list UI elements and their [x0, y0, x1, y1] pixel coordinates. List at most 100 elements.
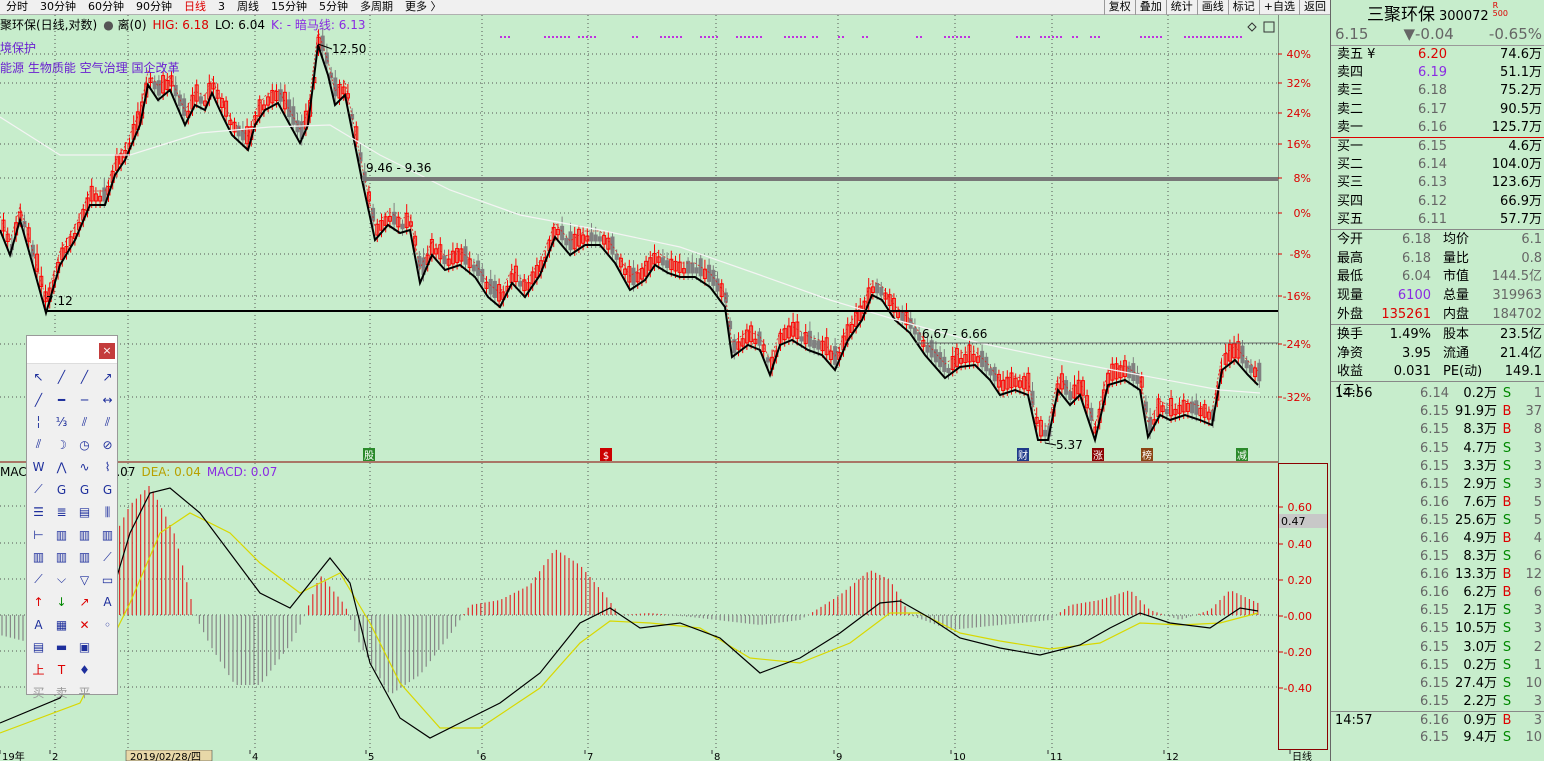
fan-icon[interactable]: ⟋	[34, 482, 43, 497]
trade-flat-button[interactable]: 平	[78, 685, 91, 700]
hray-icon[interactable]: ─	[80, 392, 89, 407]
period-tab[interactable]: 更多 〉	[405, 0, 442, 13]
diamond-mark-icon[interactable]: ♦	[79, 662, 90, 677]
tick-list[interactable]: 14:56 6.14 0.2万 S 1 6.15 91.9万 B 37 6.15 8.3万 B 8 6.1…	[1331, 381, 1544, 747]
signal-dot	[1200, 36, 1202, 38]
trade-buy-button[interactable]: 买	[32, 685, 45, 700]
triangle-icon[interactable]: ▽	[79, 572, 90, 587]
g-icon[interactable]: G	[102, 482, 113, 497]
up-mark-icon[interactable]: 上	[32, 663, 45, 678]
event-marker[interactable]: $	[600, 448, 612, 462]
period-tab[interactable]: 日线	[184, 0, 206, 13]
up-arrow-icon[interactable]: ↑	[33, 595, 44, 610]
macd-chart[interactable]	[0, 463, 1278, 750]
price-channel-icon[interactable]: ⫽	[35, 437, 42, 452]
text-icon[interactable]: A	[103, 595, 112, 610]
price-change: ▼-0.04	[1403, 24, 1454, 43]
segment-icon[interactable]: ╱	[34, 392, 43, 407]
period-tab[interactable]: 90分钟	[136, 0, 172, 13]
fib-ext-icon[interactable]: ≣	[56, 505, 67, 520]
range-icon[interactable]: ⊢	[33, 527, 44, 542]
tool-button[interactable]: 叠加	[1134, 0, 1166, 15]
box-icon[interactable]: ▦	[55, 617, 68, 632]
macd-svg[interactable]	[0, 463, 1278, 750]
event-marker[interactable]: 涨	[1092, 448, 1104, 462]
candle-body	[1017, 380, 1022, 388]
arrow-line-icon[interactable]: ↗	[102, 370, 113, 385]
slant-arrow-icon[interactable]: ↗	[79, 595, 90, 610]
candle-body	[161, 75, 166, 94]
tick-count: 3	[1533, 458, 1542, 474]
chevron-icon[interactable]: ⌵	[56, 572, 67, 587]
tool-button[interactable]: 标记	[1227, 0, 1259, 15]
concept-line-2[interactable]: 能源 生物质能 空气治理 国企改革	[0, 61, 180, 75]
tool-button[interactable]: 统计	[1165, 0, 1197, 15]
tool-button[interactable]: 复权	[1103, 0, 1135, 15]
drawing-toolbox[interactable]: × ↖ ╱ ╱ ↗ ╱ ━ ─ ↔ ╎ ⅓ ⫽ ⫽ ⫽ ☽ ◷ ⊘ W ⋀ ∿ ⌇ ⟋ G G G ☰ ≣ ▤ ⫼ ⊢ ▥ ▥ ▥ ▥ ▥ ▥ ⟋ ⟋ ⌵…	[26, 335, 118, 700]
cycle-icon[interactable]: ⌇	[104, 460, 111, 475]
gp-icon[interactable]: G	[56, 482, 67, 497]
period-tab[interactable]: 分时	[6, 0, 28, 13]
event-marker[interactable]: 减	[1236, 448, 1248, 462]
ga-icon[interactable]: G	[79, 482, 90, 497]
time-zone-icon[interactable]: ▥	[55, 527, 68, 542]
period-tab[interactable]: 30分钟	[40, 0, 76, 13]
bid-volume: 123.6万	[1491, 175, 1542, 191]
period-tab[interactable]: 15分钟	[271, 0, 307, 13]
text-alt-icon[interactable]: A	[34, 617, 43, 632]
concept-line-1[interactable]: 境保护	[0, 41, 37, 55]
hline-icon[interactable]: ━	[57, 392, 66, 407]
pointer-tool-icon[interactable]: ↖	[33, 370, 44, 385]
period-tab[interactable]: 3	[218, 0, 225, 13]
note-icon[interactable]: ▤	[32, 640, 45, 655]
toolbox-titlebar[interactable]: ×	[27, 336, 117, 364]
ellipse-icon[interactable]: ⊘	[102, 437, 113, 452]
zigzag-icon[interactable]: ⋀	[56, 460, 67, 475]
parallel-icon[interactable]: ⫽	[81, 414, 88, 429]
bars-icon[interactable]: ▥	[32, 550, 45, 565]
event-marker[interactable]: 榜	[1141, 448, 1153, 462]
gann-grid-icon[interactable]: ⫼	[104, 504, 111, 519]
event-marker[interactable]: 财	[1017, 448, 1029, 462]
kline-svg[interactable]: 12.50 9.46 - 9.36 6.67 - 6.66 7.12 5.37 股 $ 财 涨 榜…	[0, 15, 1278, 463]
wave-icon[interactable]: W	[32, 460, 45, 475]
gann-box-icon[interactable]: ▤	[78, 505, 91, 520]
down-arrow-icon[interactable]: ↓	[56, 595, 67, 610]
tool-button[interactable]: 画线	[1196, 0, 1228, 15]
fib-icon[interactable]: ☰	[33, 505, 44, 520]
period-tab[interactable]: 60分钟	[88, 0, 124, 13]
event-marker[interactable]: 股	[363, 448, 375, 462]
ray-tool-icon[interactable]: ╱	[80, 370, 89, 385]
period-tab[interactable]: 多周期	[360, 0, 393, 13]
trade-sell-button[interactable]: 卖	[55, 685, 68, 700]
hsegment-icon[interactable]: ↔	[102, 392, 113, 407]
tick-price: 6.15	[1420, 549, 1449, 565]
bars3-icon[interactable]: ▥	[78, 550, 91, 565]
ruler-icon[interactable]: ▬	[55, 640, 68, 655]
fib-time-icon[interactable]: ▥	[78, 527, 91, 542]
screenshot-icon[interactable]: ▣	[78, 640, 91, 655]
circle-icon[interactable]: ◷	[79, 437, 90, 452]
date-axis: 19年 2 2019/02/28/四 4 5 6 7 8 9 10 11 12 日线	[0, 749, 1330, 761]
tool-button[interactable]: 返回	[1299, 0, 1330, 15]
channel-icon[interactable]: ⫽	[104, 414, 111, 429]
toolbox-close-button[interactable]: ×	[99, 343, 115, 359]
arc-icon[interactable]: ☽	[56, 437, 67, 452]
top-mark-icon[interactable]: T	[57, 662, 66, 677]
candle-body	[786, 325, 791, 339]
line-tool-icon[interactable]: ╱	[57, 370, 66, 385]
eraser-icon[interactable]: ◦	[103, 617, 112, 632]
third-line-icon[interactable]: ⅓	[55, 415, 68, 430]
cycle-line-icon[interactable]: ▥	[101, 527, 114, 542]
period-tab[interactable]: 5分钟	[319, 0, 348, 13]
speed-icon[interactable]: ⟋	[103, 549, 112, 564]
rect-icon[interactable]: ▭	[101, 572, 114, 587]
vline-icon[interactable]: ╎	[34, 415, 43, 430]
bars2-icon[interactable]: ▥	[55, 550, 68, 565]
kline-chart[interactable]: 12.50 9.46 - 9.36 6.67 - 6.66 7.12 5.37 股 $ 财 涨 榜…	[0, 15, 1278, 463]
period-tab[interactable]: 周线	[237, 0, 259, 13]
delete-icon[interactable]: ✕	[79, 617, 90, 632]
gann-fan-icon[interactable]: ⟋	[34, 572, 43, 587]
tool-button[interactable]: +自选	[1258, 0, 1299, 15]
curve-icon[interactable]: ∿	[79, 460, 90, 475]
